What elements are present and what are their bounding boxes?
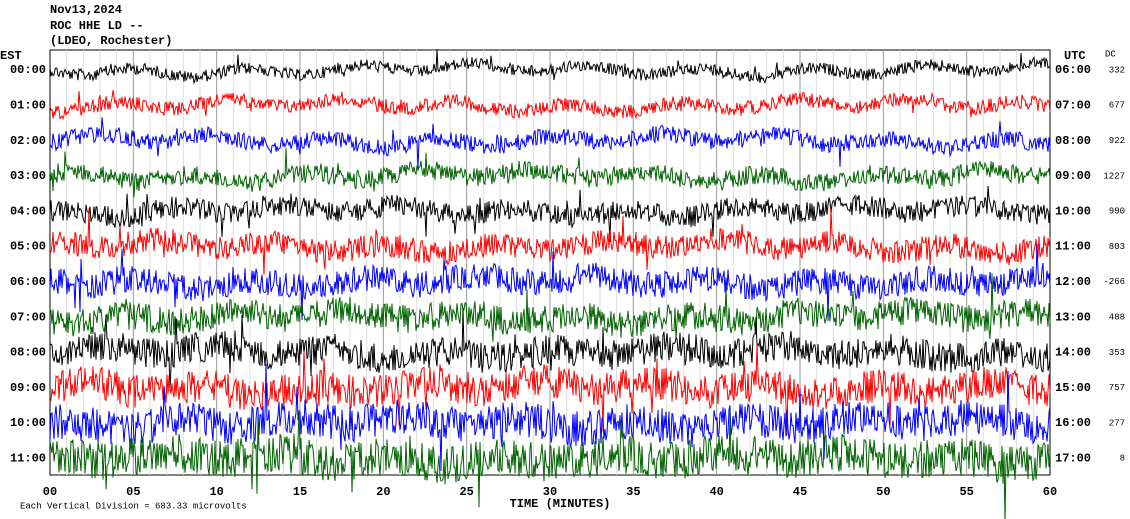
utc-label: 17:00 <box>1055 451 1091 465</box>
x-tick-label: 05 <box>126 485 140 499</box>
x-tick-label: 30 <box>543 485 557 499</box>
est-label: 06:00 <box>10 275 46 289</box>
trace <box>49 243 1051 321</box>
trace <box>49 307 1051 392</box>
est-label: 10:00 <box>10 416 46 430</box>
utc-label: 07:00 <box>1055 98 1091 112</box>
utc-label: 09:00 <box>1055 169 1091 183</box>
x-tick-label: 25 <box>459 485 473 499</box>
est-label: 03:00 <box>10 169 46 183</box>
dc-value: 757 <box>1109 383 1125 393</box>
dc-label: DC <box>1105 49 1116 59</box>
trace <box>49 408 1051 519</box>
est-label: 04:00 <box>10 204 46 218</box>
utc-label: 13:00 <box>1055 310 1091 324</box>
trace <box>49 207 1051 275</box>
x-tick-label: 10 <box>209 485 223 499</box>
dc-value: 8 <box>1120 454 1125 464</box>
trace <box>49 148 1051 198</box>
x-tick-label: 15 <box>293 485 307 499</box>
est-label: 07:00 <box>10 310 46 324</box>
date: Nov13,2024 <box>50 3 122 17</box>
x-axis-title: TIME (MINUTES) <box>510 497 611 511</box>
utc-label: 08:00 <box>1055 134 1091 148</box>
est-label: 08:00 <box>10 346 46 360</box>
utc-label: 11:00 <box>1055 240 1091 254</box>
est-label: 05:00 <box>10 240 46 254</box>
trace <box>49 117 1051 170</box>
dc-value: 353 <box>1109 348 1125 358</box>
est-label: 11:00 <box>10 451 46 465</box>
x-tick-label: 45 <box>793 485 807 499</box>
network: (LDEO, Rochester) <box>50 34 172 48</box>
x-tick-label: 20 <box>376 485 390 499</box>
station: ROC HHE LD -- <box>50 19 144 33</box>
utc-label: 10:00 <box>1055 204 1091 218</box>
dc-value: 677 <box>1109 101 1125 111</box>
x-tick-label: 55 <box>959 485 973 499</box>
trace <box>49 49 1051 85</box>
dc-value: 488 <box>1109 312 1125 322</box>
dc-value: 277 <box>1109 418 1125 428</box>
trace <box>49 185 1051 242</box>
est-label: 02:00 <box>10 134 46 148</box>
utc-label: 16:00 <box>1055 416 1091 430</box>
est-label: EST <box>0 49 22 63</box>
utc-label: 15:00 <box>1055 381 1091 395</box>
utc-label: 12:00 <box>1055 275 1091 289</box>
utc-label: 06:00 <box>1055 63 1091 77</box>
est-label: 00:00 <box>10 63 46 77</box>
x-tick-label: 00 <box>43 485 57 499</box>
footer: Each Vertical Division = 683.33 microvol… <box>20 501 247 511</box>
x-tick-label: 40 <box>709 485 723 499</box>
trace <box>49 342 1051 436</box>
traces <box>49 49 1051 519</box>
x-tick-label: 50 <box>876 485 890 499</box>
dc-value: 803 <box>1109 242 1125 252</box>
est-label: 09:00 <box>10 381 46 395</box>
x-tick-label: 35 <box>626 485 640 499</box>
dc-value: -266 <box>1103 277 1125 287</box>
trace <box>49 273 1051 342</box>
est-label: 01:00 <box>10 98 46 112</box>
dc-value: 1227 <box>1103 171 1125 181</box>
grid <box>66 50 1034 475</box>
dc-value: 990 <box>1109 207 1125 217</box>
dc-value: 922 <box>1109 136 1125 146</box>
trace <box>49 363 1051 472</box>
trace <box>49 90 1051 121</box>
dc-value: 332 <box>1109 65 1125 75</box>
x-tick-label: 60 <box>1043 485 1057 499</box>
utc-label: 14:00 <box>1055 346 1091 360</box>
utc-label: UTC <box>1064 49 1086 63</box>
